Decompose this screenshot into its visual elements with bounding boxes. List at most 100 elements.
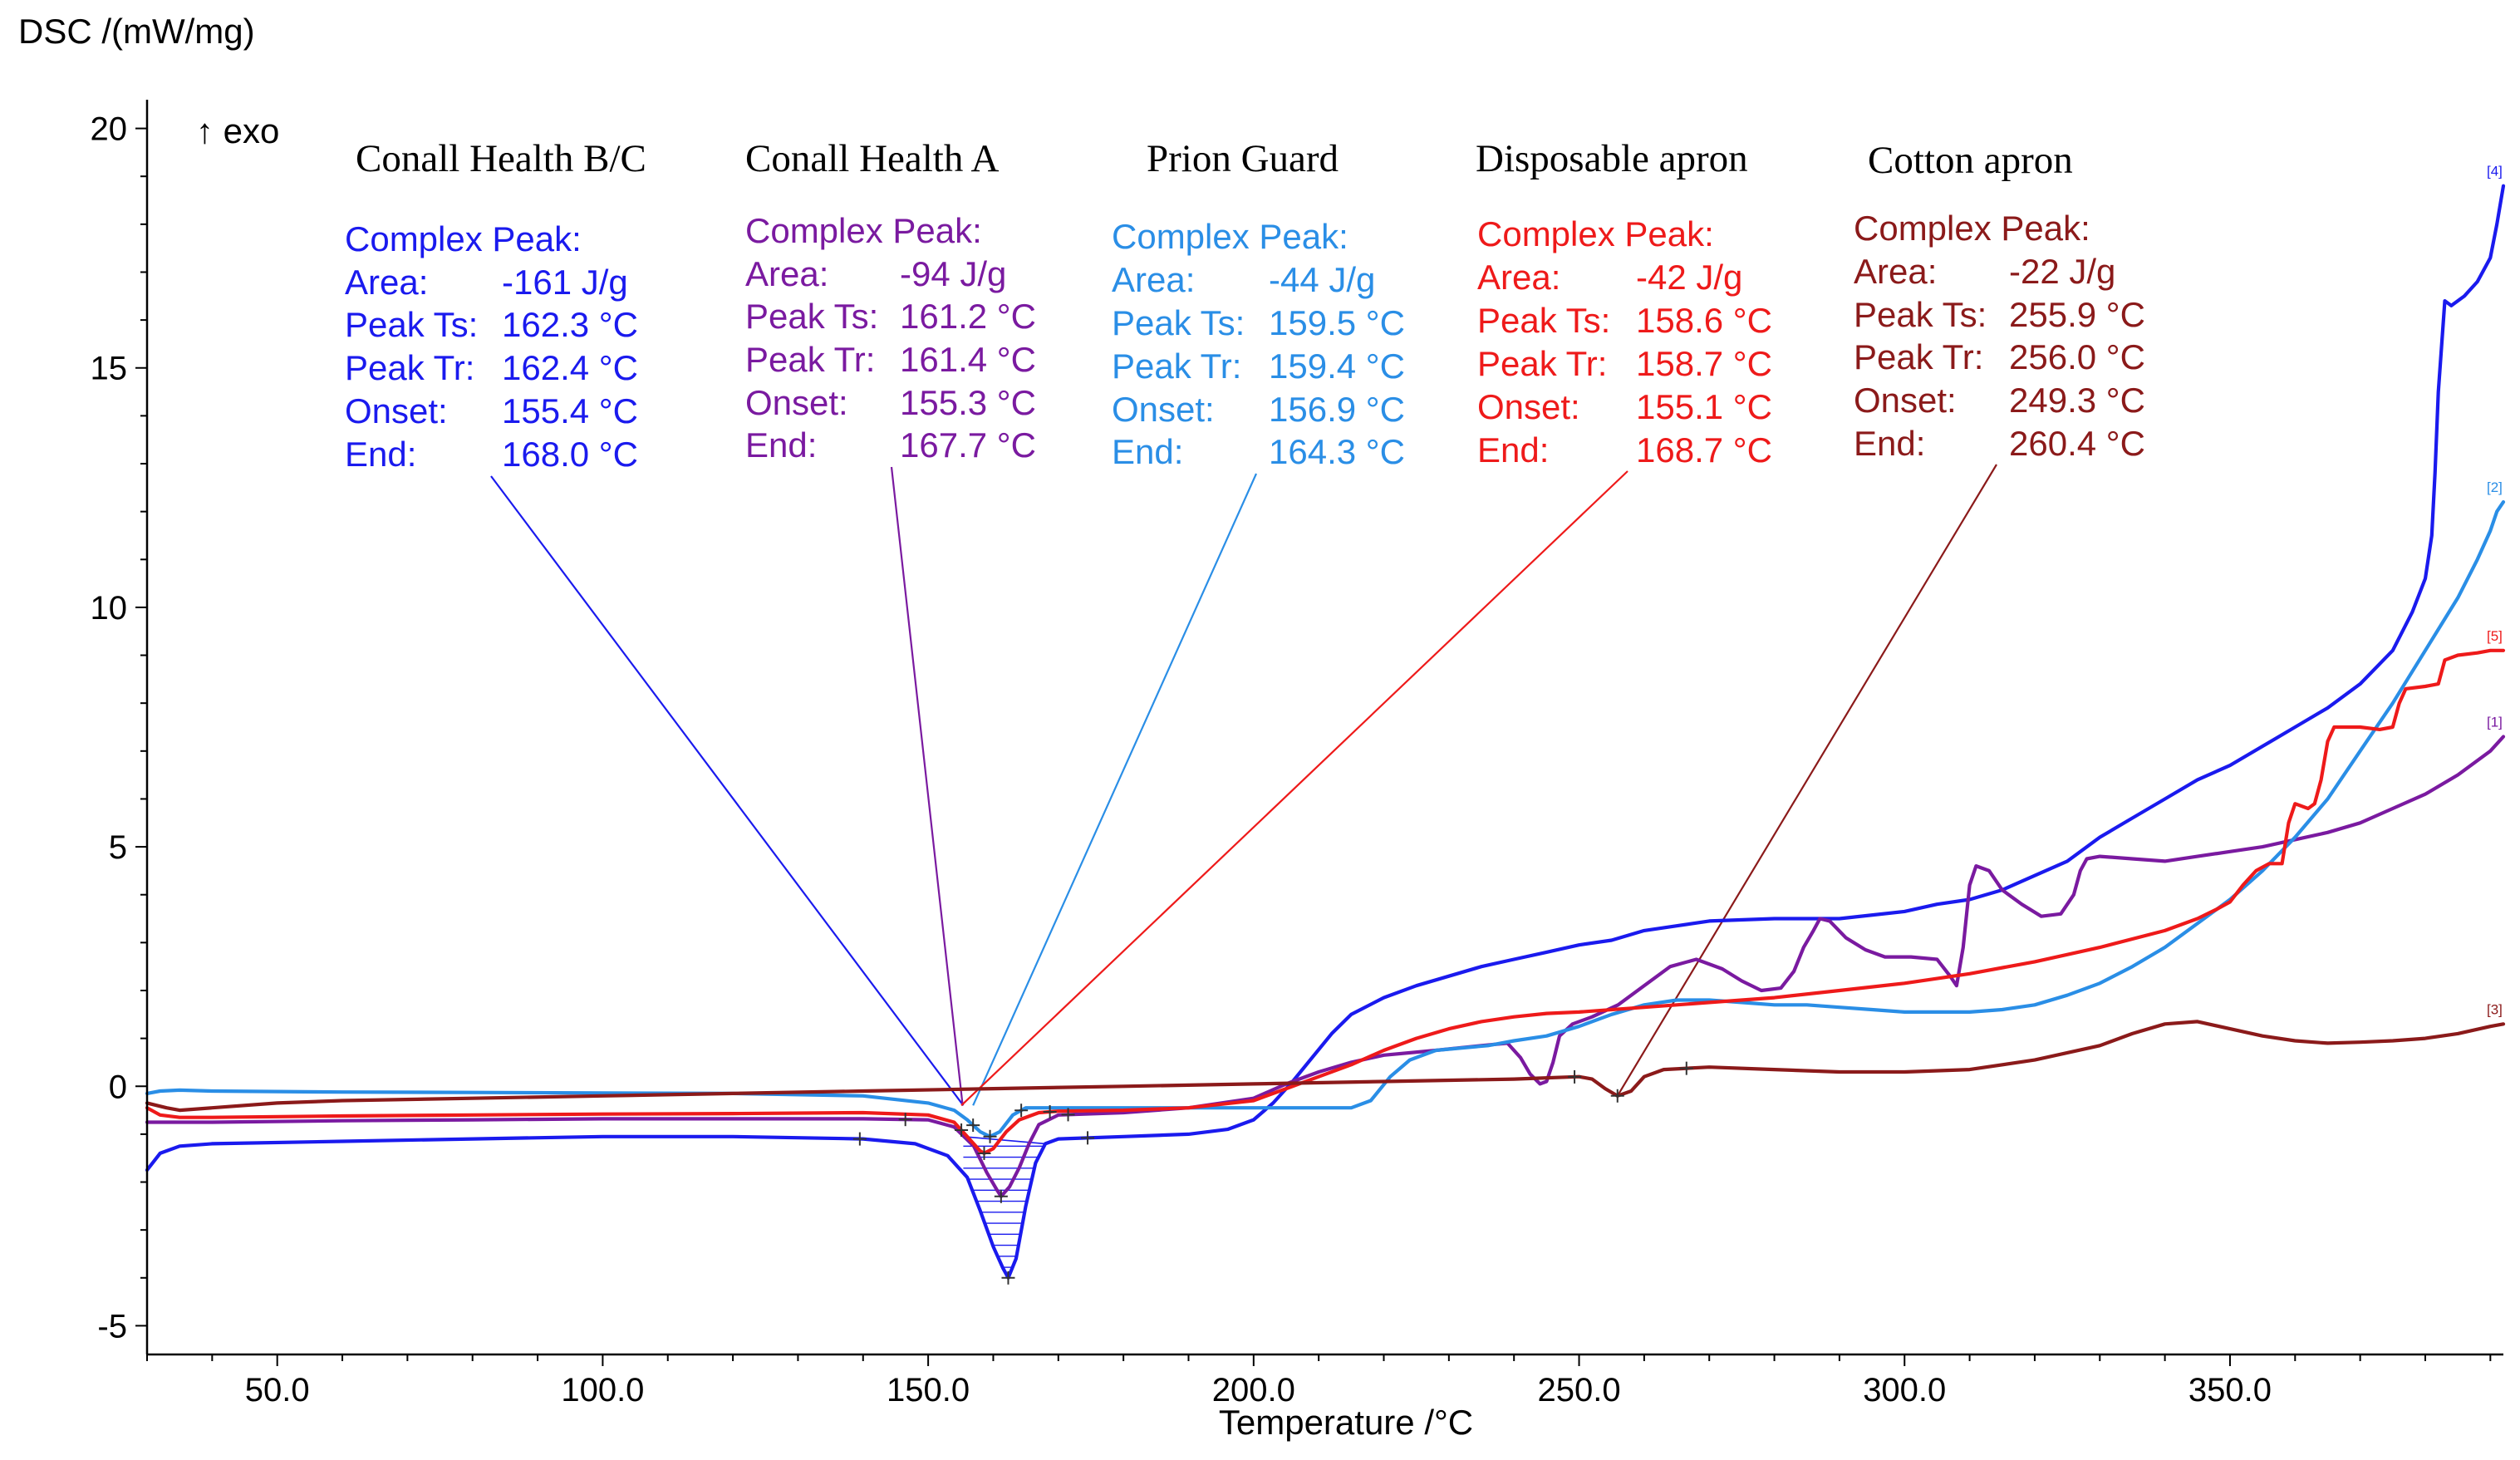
peak-baseline (963, 1135, 1046, 1145)
annotation-peak-ts-label: Peak Ts: (745, 297, 878, 336)
x-tick-label: 50.0 (245, 1372, 310, 1408)
annotation-end-value: 168.7 °C (1636, 430, 1772, 469)
annotation-end-value: 164.3 °C (1269, 432, 1405, 471)
x-axis-title: Temperature /°C (1219, 1403, 1473, 1442)
annotation-onset-value: 156.9 °C (1269, 390, 1405, 429)
annotation-end-label: End: (745, 425, 817, 465)
series-tag-pg: [2] (2487, 479, 2503, 495)
annotation-peak-tr-label: Peak Tr: (745, 340, 875, 379)
annotation-peak-tr-label: Peak Tr: (345, 348, 474, 387)
annotation-area-label: Area: (745, 254, 828, 293)
annotation-peak-ts-value: 158.6 °C (1636, 301, 1772, 340)
annotation-title: Conall Health B/C (356, 137, 646, 180)
x-tick-label: 150.0 (887, 1372, 970, 1408)
annotation-peak-tr-label: Peak Tr: (1112, 347, 1241, 386)
annotation-peak-tr-value: 158.7 °C (1636, 344, 1772, 383)
annotation-block-disposable-apron: Disposable apron Complex Peak: Area: -42… (1476, 137, 1772, 469)
annotation-header: Complex Peak: (1112, 217, 1348, 256)
curve-da (145, 648, 2506, 1155)
x-tick-label: 100.0 (561, 1372, 644, 1408)
annotation-leader-lines (490, 464, 1997, 1107)
series-tag-ct: [3] (2487, 1001, 2503, 1017)
x-ticks: 50.0 100.0 150.0 200.0 250.0 300.0 350.0 (146, 1354, 2492, 1408)
series-tag-ca: [1] (2487, 715, 2503, 730)
x-tick-label: 200.0 (1212, 1372, 1295, 1408)
annotation-onset-label: Onset: (745, 383, 848, 422)
annotation-area-label: Area: (1112, 260, 1195, 299)
curve-pg (145, 500, 2506, 1138)
exo-direction-label: ↑ exo (196, 111, 279, 150)
curve-ca (145, 735, 2506, 1198)
annotation-end-value: 260.4 °C (2009, 424, 2145, 463)
annotation-onset-label: Onset: (1854, 381, 1957, 420)
annotation-peak-tr-value: 161.4 °C (900, 340, 1036, 379)
annotation-area-label: Area: (1854, 252, 1937, 291)
annotation-end-value: 167.7 °C (900, 425, 1036, 465)
annotation-area-value: -161 J/g (502, 263, 628, 302)
leader-line-ca (890, 466, 964, 1106)
annotation-end-value: 168.0 °C (502, 435, 638, 474)
x-tick-label: 250.0 (1537, 1372, 1620, 1408)
curve-cb (145, 184, 2506, 1280)
annotation-end-label: End: (345, 435, 416, 474)
leader-line-cb (490, 475, 965, 1106)
leader-line-da (960, 470, 1628, 1107)
y-axis-title: DSC /(mW/mg) (18, 12, 255, 51)
annotation-block-conall-health-bc: Conall Health B/C Complex Peak: Area: -1… (345, 137, 646, 474)
y-tick-label: 15 (91, 351, 128, 387)
annotation-title: Cotton apron (1868, 139, 2073, 182)
annotation-peak-tr-value: 162.4 °C (502, 348, 638, 387)
annotation-header: Complex Peak: (1477, 214, 1714, 253)
annotation-block-cotton-apron: Cotton apron Complex Peak: Area: -22 J/g… (1854, 139, 2145, 463)
annotation-area-value: -94 J/g (900, 254, 1006, 293)
annotation-area-label: Area: (1477, 258, 1560, 297)
annotation-end-label: End: (1477, 430, 1549, 469)
y-tick-label: 5 (109, 829, 127, 866)
peak-area-hatch (963, 1135, 1046, 1268)
series-tag-da: [5] (2487, 628, 2503, 644)
annotation-title: Disposable apron (1476, 137, 1748, 180)
series-tag-cb: [4] (2487, 164, 2503, 179)
annotation-onset-value: 155.1 °C (1636, 387, 1772, 426)
annotation-area-label: Area: (345, 263, 428, 302)
x-tick-label: 350.0 (2188, 1372, 2272, 1408)
annotation-onset-value: 155.3 °C (900, 383, 1036, 422)
annotation-onset-label: Onset: (1112, 390, 1215, 429)
annotation-area-value: -22 J/g (2009, 252, 2115, 291)
annotation-header: Complex Peak: (345, 219, 582, 258)
curve-ct (145, 1020, 2506, 1113)
annotation-onset-label: Onset: (1477, 387, 1580, 426)
annotation-header: Complex Peak: (1854, 209, 2090, 248)
annotation-peak-ts-value: 161.2 °C (900, 297, 1036, 336)
annotation-peak-tr-value: 256.0 °C (2009, 337, 2145, 376)
series-tags: [4] [1] [2] [5] [3] (2487, 164, 2503, 1018)
annotation-block-conall-health-a: Conall Health A Complex Peak: Area: -94 … (745, 137, 1036, 465)
annotation-peak-ts-value: 162.3 °C (502, 305, 638, 344)
annotation-peak-ts-value: 255.9 °C (2009, 295, 2145, 334)
annotation-peak-ts-label: Peak Ts: (345, 305, 478, 344)
leader-line-pg (972, 473, 1258, 1106)
annotation-header: Complex Peak: (745, 211, 982, 250)
annotation-peak-ts-label: Peak Ts: (1477, 301, 1610, 340)
annotation-onset-value: 155.4 °C (502, 391, 638, 430)
annotation-onset-value: 249.3 °C (2009, 381, 2145, 420)
y-tick-label: 20 (91, 111, 128, 148)
annotation-area-value: -44 J/g (1269, 260, 1375, 299)
annotation-peak-tr-label: Peak Tr: (1854, 337, 1983, 376)
annotation-peak-ts-label: Peak Ts: (1854, 295, 1987, 334)
annotation-block-prion-guard: Prion Guard Complex Peak: Area: -44 J/g … (1112, 137, 1405, 471)
y-tick-label: 0 (109, 1069, 127, 1105)
y-tick-label: -5 (97, 1308, 127, 1344)
peak-markers (852, 1061, 1693, 1285)
annotation-title: Conall Health A (745, 137, 1000, 180)
x-tick-label: 300.0 (1863, 1372, 1946, 1408)
annotation-peak-tr-value: 159.4 °C (1269, 347, 1405, 386)
plot-axes (145, 100, 2503, 1356)
y-tick-label: 10 (91, 590, 128, 627)
annotation-peak-tr-label: Peak Tr: (1477, 344, 1607, 383)
annotation-peak-ts-value: 159.5 °C (1269, 303, 1405, 342)
annotation-end-label: End: (1854, 424, 1925, 463)
annotation-peak-ts-label: Peak Ts: (1112, 303, 1245, 342)
